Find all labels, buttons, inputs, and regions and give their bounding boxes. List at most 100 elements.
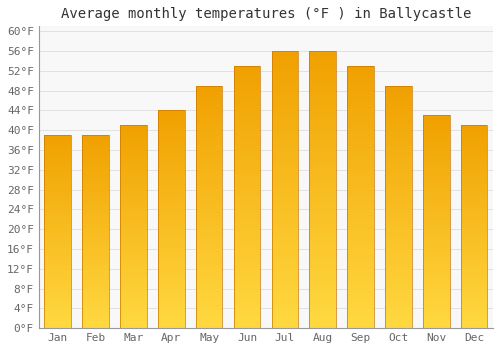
- Bar: [120, 209, 146, 211]
- Bar: [120, 130, 146, 133]
- Bar: [423, 155, 450, 158]
- Bar: [385, 286, 411, 289]
- Bar: [158, 298, 184, 301]
- Bar: [158, 276, 184, 279]
- Bar: [120, 150, 146, 153]
- Bar: [272, 68, 298, 72]
- Bar: [44, 183, 71, 186]
- Bar: [234, 302, 260, 305]
- Bar: [385, 131, 411, 134]
- Bar: [461, 278, 487, 280]
- Bar: [461, 232, 487, 235]
- Bar: [158, 206, 184, 208]
- Bar: [423, 123, 450, 126]
- Bar: [120, 158, 146, 161]
- Bar: [385, 267, 411, 271]
- Bar: [82, 285, 109, 287]
- Bar: [120, 171, 146, 174]
- Bar: [385, 222, 411, 225]
- Bar: [82, 145, 109, 147]
- Bar: [310, 193, 336, 197]
- Bar: [348, 295, 374, 299]
- Bar: [461, 206, 487, 209]
- Bar: [196, 192, 222, 195]
- Bar: [385, 271, 411, 274]
- Bar: [310, 228, 336, 231]
- Bar: [120, 176, 146, 178]
- Bar: [196, 195, 222, 198]
- Bar: [348, 325, 374, 328]
- Bar: [120, 153, 146, 156]
- Bar: [310, 51, 336, 328]
- Bar: [461, 245, 487, 247]
- Bar: [310, 210, 336, 214]
- Bar: [82, 140, 109, 142]
- Bar: [120, 163, 146, 166]
- Bar: [272, 159, 298, 162]
- Bar: [44, 280, 71, 282]
- Bar: [348, 177, 374, 181]
- Bar: [385, 119, 411, 122]
- Bar: [272, 259, 298, 262]
- Bar: [348, 135, 374, 138]
- Bar: [272, 134, 298, 138]
- Bar: [234, 256, 260, 259]
- Bar: [44, 174, 71, 176]
- Bar: [348, 141, 374, 145]
- Bar: [423, 190, 450, 193]
- Bar: [272, 148, 298, 152]
- Bar: [461, 250, 487, 252]
- Bar: [82, 219, 109, 222]
- Bar: [423, 278, 450, 280]
- Bar: [348, 272, 374, 276]
- Bar: [82, 241, 109, 244]
- Bar: [234, 128, 260, 132]
- Bar: [461, 318, 487, 321]
- Bar: [348, 128, 374, 132]
- Bar: [196, 298, 222, 301]
- Bar: [234, 253, 260, 256]
- Bar: [272, 51, 298, 328]
- Bar: [310, 93, 336, 96]
- Bar: [234, 135, 260, 138]
- Bar: [272, 318, 298, 321]
- Bar: [234, 154, 260, 158]
- Bar: [234, 121, 260, 125]
- Bar: [120, 308, 146, 310]
- Bar: [234, 308, 260, 312]
- Bar: [385, 195, 411, 198]
- Bar: [272, 65, 298, 68]
- Bar: [272, 110, 298, 113]
- Bar: [158, 249, 184, 252]
- Bar: [272, 155, 298, 159]
- Bar: [82, 292, 109, 294]
- Bar: [120, 194, 146, 196]
- Bar: [385, 89, 411, 92]
- Bar: [272, 224, 298, 228]
- Bar: [385, 258, 411, 261]
- Bar: [461, 288, 487, 290]
- Bar: [348, 230, 374, 233]
- Bar: [44, 282, 71, 285]
- Bar: [82, 253, 109, 256]
- Bar: [348, 108, 374, 112]
- Bar: [120, 278, 146, 280]
- Bar: [348, 250, 374, 253]
- Bar: [82, 138, 109, 140]
- Bar: [423, 134, 450, 136]
- Bar: [310, 86, 336, 89]
- Bar: [44, 326, 71, 328]
- Bar: [272, 269, 298, 273]
- Bar: [234, 174, 260, 177]
- Bar: [234, 125, 260, 128]
- Bar: [423, 227, 450, 230]
- Bar: [196, 183, 222, 186]
- Bar: [348, 299, 374, 302]
- Bar: [461, 280, 487, 282]
- Bar: [158, 320, 184, 323]
- Bar: [310, 276, 336, 280]
- Bar: [272, 75, 298, 79]
- Bar: [385, 225, 411, 228]
- Bar: [196, 271, 222, 274]
- Bar: [120, 272, 146, 275]
